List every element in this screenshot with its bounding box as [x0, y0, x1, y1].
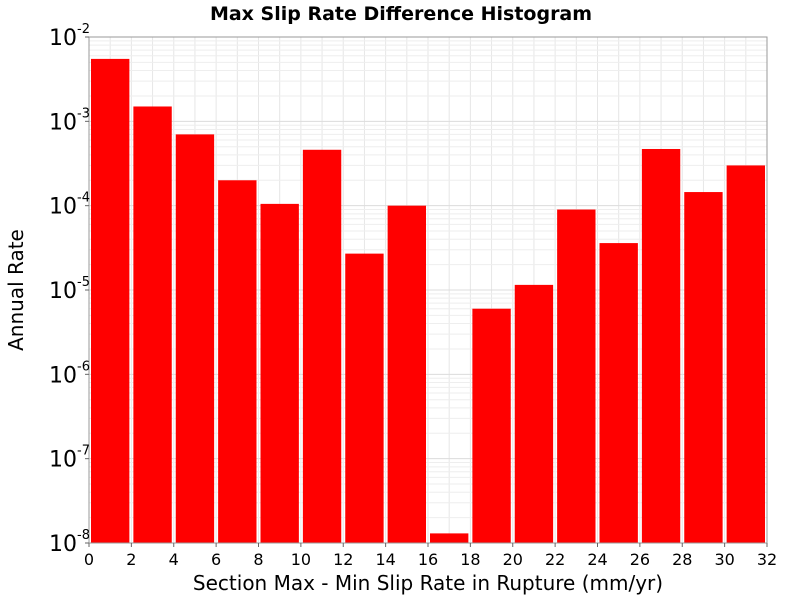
bar	[218, 180, 257, 544]
bar	[641, 148, 681, 543]
y-axis-ticks: 10-810-710-610-510-410-310-2	[49, 22, 90, 557]
bar	[514, 284, 554, 543]
bar	[684, 192, 723, 543]
x-axis-ticks: 0 2 4 6 8 10 12 14 16 18 20 22 24 26 28 30 32	[84, 543, 777, 569]
x-tick-label: 8	[253, 550, 263, 569]
y-axis-label: Annual Rate	[4, 229, 28, 351]
x-axis-label: Section Max - Min Slip Rate in Rupture (…	[193, 571, 663, 595]
y-tick-label: 10-7	[49, 444, 90, 473]
x-tick-label: 14	[375, 550, 395, 569]
x-tick-label: 22	[545, 550, 565, 569]
x-tick-label: 32	[757, 550, 777, 569]
x-tick-label: 26	[630, 550, 650, 569]
x-tick-label: 20	[503, 550, 523, 569]
x-tick-label: 18	[460, 550, 480, 569]
y-tick-label: 10-6	[49, 359, 90, 388]
y-tick-exponent: -4	[77, 191, 90, 206]
y-tick-exponent: -8	[77, 528, 90, 543]
y-tick-exponent: -7	[77, 444, 90, 459]
y-tick-label: 10-4	[49, 191, 90, 220]
y-tick-label: 10-3	[49, 106, 90, 135]
bars	[91, 58, 765, 544]
y-tick-label: 10-2	[49, 22, 90, 51]
x-tick-label: 4	[169, 550, 179, 569]
bar	[726, 165, 765, 543]
x-tick-label: 24	[587, 550, 607, 569]
bar	[302, 149, 342, 543]
bar	[260, 203, 299, 543]
bar	[557, 209, 596, 543]
bar	[345, 253, 384, 544]
chart-title: Max Slip Rate Difference Histogram	[210, 3, 592, 25]
x-tick-label: 2	[126, 550, 136, 569]
bar	[599, 243, 638, 544]
bar	[387, 205, 426, 543]
x-tick-label: 12	[333, 550, 353, 569]
y-tick-exponent: -3	[77, 106, 90, 121]
bar	[91, 58, 130, 543]
bar	[472, 308, 511, 543]
bar	[133, 106, 172, 543]
x-tick-label: 6	[211, 550, 221, 569]
x-tick-label: 28	[672, 550, 692, 569]
y-tick-exponent: -6	[77, 359, 90, 374]
bar	[430, 533, 469, 543]
bar	[175, 134, 215, 543]
y-tick-exponent: -2	[77, 22, 90, 37]
x-tick-label: 30	[714, 550, 734, 569]
x-tick-label: 16	[418, 550, 438, 569]
y-tick-exponent: -5	[77, 275, 90, 290]
x-tick-label: 10	[291, 550, 311, 569]
y-tick-label: 10-5	[49, 275, 90, 304]
x-tick-label: 0	[84, 550, 94, 569]
